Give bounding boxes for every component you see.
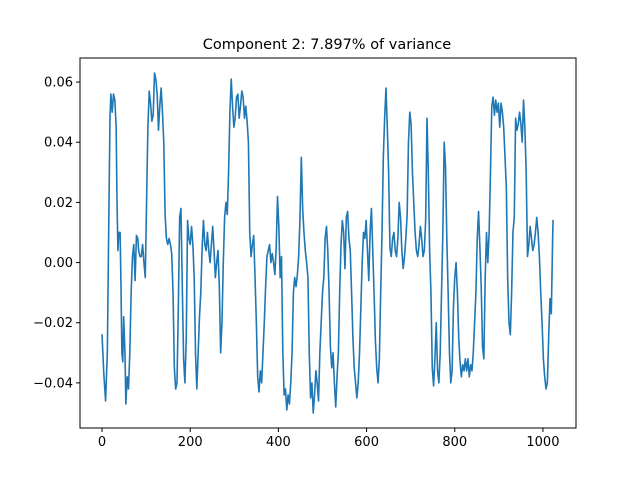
- y-tick-label: −0.02: [33, 316, 73, 331]
- y-axis: −0.04 −0.02 0.00 0.02 0.04 0.06: [33, 76, 80, 391]
- series-line-1: [101, 72, 554, 414]
- x-axis: 0 200 400 600 800 1000: [98, 428, 559, 450]
- x-tick-label: 600: [354, 435, 379, 450]
- series-layer: [101, 72, 554, 414]
- y-tick-label: 0.04: [44, 136, 73, 151]
- y-tick-label: 0.02: [44, 196, 73, 211]
- y-tick-label: −0.04: [33, 376, 73, 391]
- x-tick-label: 0: [98, 435, 106, 450]
- x-tick-label: 400: [266, 435, 291, 450]
- y-tick-label: 0.00: [44, 256, 73, 271]
- chart-title: Component 2: 7.897% of variance: [203, 37, 451, 53]
- plot-frame: [79, 57, 577, 429]
- x-tick-label: 1000: [526, 435, 559, 450]
- x-tick-label: 800: [442, 435, 467, 450]
- y-tick-label: 0.06: [44, 76, 73, 91]
- x-tick-label: 200: [178, 435, 203, 450]
